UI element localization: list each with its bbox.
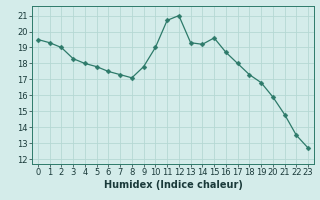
X-axis label: Humidex (Indice chaleur): Humidex (Indice chaleur) — [104, 180, 243, 190]
